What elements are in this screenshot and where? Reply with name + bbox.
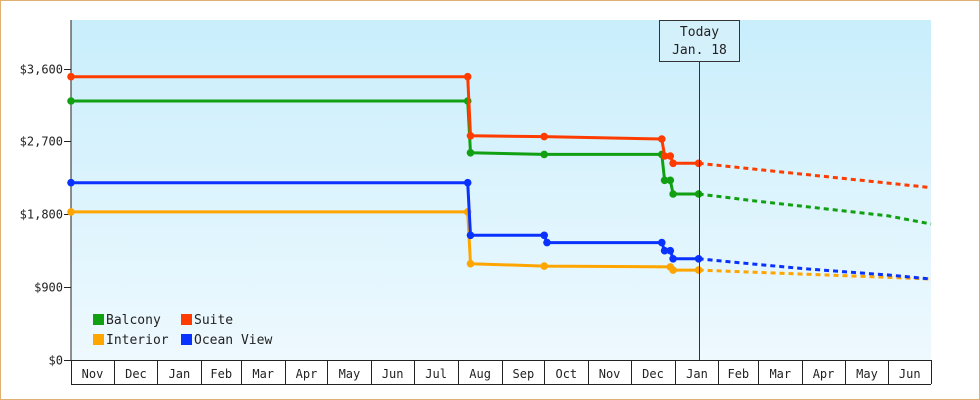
legend-label-balcony: Balcony bbox=[106, 313, 161, 328]
x-month-label: May bbox=[339, 367, 361, 381]
series-forecast-line bbox=[698, 257, 932, 281]
x-month-label: Dec bbox=[642, 367, 664, 381]
x-month-label: May bbox=[856, 367, 878, 381]
series-forecast-line bbox=[698, 161, 932, 190]
data-point bbox=[540, 231, 548, 240]
data-point bbox=[669, 159, 677, 168]
x-month-label: Nov bbox=[599, 367, 621, 381]
data-point bbox=[540, 150, 548, 159]
data-point bbox=[660, 246, 669, 255]
x-month-label: Jun bbox=[899, 367, 921, 381]
data-point bbox=[694, 159, 703, 168]
data-point bbox=[666, 152, 675, 160]
series-ocean-view bbox=[67, 178, 932, 281]
x-month-label: Feb bbox=[727, 367, 749, 381]
today-label: Today bbox=[680, 25, 719, 40]
series-suite bbox=[67, 72, 932, 190]
y-tick-label: $1,800 bbox=[20, 208, 63, 222]
legend-swatch bbox=[181, 314, 192, 325]
y-tick-label: $3,600 bbox=[20, 63, 63, 77]
data-point bbox=[67, 72, 75, 81]
data-point bbox=[669, 254, 677, 263]
x-axis: Nov Dec Jan Feb Mar Apr May Jun Jul Aug Sep Oct Nov D… bbox=[71, 360, 932, 385]
data-point bbox=[694, 190, 703, 198]
y-tick-label: $2,700 bbox=[20, 135, 63, 149]
legend-label-interior: Interior bbox=[106, 333, 169, 348]
data-point bbox=[540, 132, 548, 141]
legend-swatch bbox=[181, 334, 192, 345]
today-marker: Today Jan. 18 bbox=[659, 20, 740, 360]
series-layer bbox=[67, 72, 932, 281]
data-point bbox=[666, 246, 675, 255]
data-point bbox=[463, 72, 472, 81]
x-month-label: Mar bbox=[769, 367, 791, 381]
x-month-label: Jul bbox=[425, 367, 447, 381]
today-date-label: Jan. 18 bbox=[672, 43, 727, 58]
x-month-label: Oct bbox=[555, 367, 577, 381]
series-forecast-line bbox=[698, 268, 932, 281]
legend-label-ocean-view: Ocean View bbox=[194, 333, 272, 348]
series-forecast-line bbox=[698, 192, 932, 226]
x-month-label: Jan bbox=[169, 367, 191, 381]
series-interior bbox=[67, 208, 932, 281]
data-point bbox=[658, 238, 666, 247]
series-line bbox=[71, 181, 699, 261]
x-month-label: Jan bbox=[686, 367, 708, 381]
legend-swatch bbox=[93, 314, 104, 325]
data-point bbox=[666, 176, 675, 185]
y-tick-label: $0 bbox=[49, 354, 63, 368]
x-month-label: Jun bbox=[382, 367, 404, 381]
data-point bbox=[466, 259, 475, 268]
y-axis: $0 $900 $1,800 $2,700 $3,600 bbox=[20, 20, 72, 368]
x-month-label: Apr bbox=[296, 367, 318, 381]
data-point bbox=[694, 254, 703, 263]
plot-area-background bbox=[71, 20, 931, 360]
data-point bbox=[67, 97, 75, 105]
data-point bbox=[466, 132, 475, 140]
data-point bbox=[543, 238, 551, 247]
x-month-label: Feb bbox=[210, 367, 232, 381]
data-point bbox=[658, 135, 666, 143]
data-point bbox=[660, 176, 669, 185]
x-month-label: Mar bbox=[252, 367, 274, 381]
legend-swatch bbox=[93, 334, 104, 345]
today-label-box bbox=[659, 20, 740, 62]
data-point bbox=[67, 178, 75, 187]
data-point bbox=[669, 190, 677, 198]
data-point bbox=[463, 178, 472, 187]
x-month-label: Aug bbox=[469, 367, 491, 381]
data-point bbox=[669, 266, 677, 274]
data-point bbox=[660, 152, 669, 160]
data-point bbox=[540, 262, 548, 270]
data-point bbox=[67, 208, 75, 216]
x-month-label: Apr bbox=[813, 367, 835, 381]
legend-label-suite: Suite bbox=[194, 313, 233, 328]
data-point bbox=[466, 149, 475, 157]
x-month-label: Dec bbox=[125, 367, 147, 381]
data-point bbox=[466, 231, 475, 240]
y-tick-label: $900 bbox=[34, 281, 63, 295]
data-point bbox=[694, 266, 703, 274]
x-month-label: Nov bbox=[82, 367, 104, 381]
x-month-label: Sep bbox=[513, 367, 535, 381]
legend: Balcony Suite Interior Ocean View bbox=[93, 313, 272, 348]
